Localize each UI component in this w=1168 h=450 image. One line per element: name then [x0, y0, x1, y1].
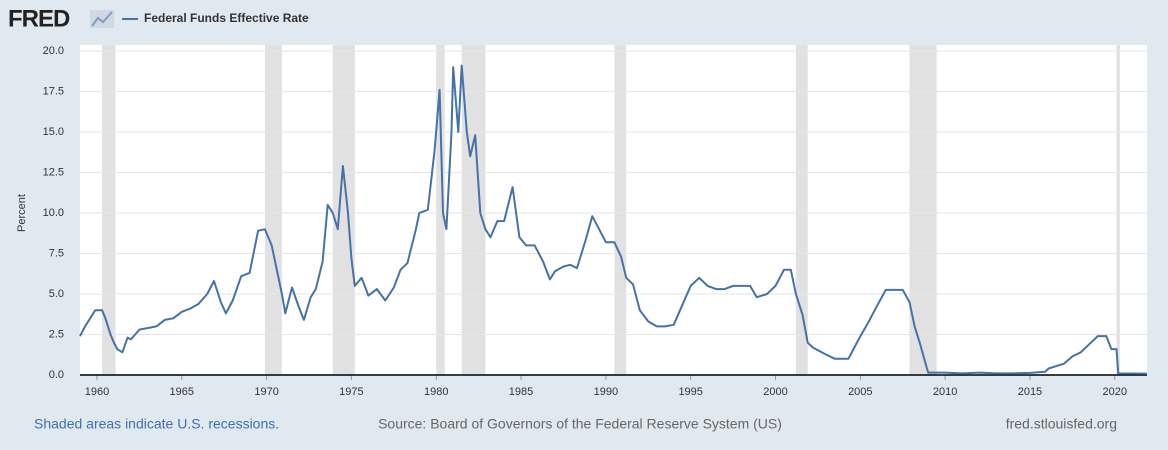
recession-band	[614, 45, 627, 375]
x-tick-label: 2010	[933, 386, 957, 398]
plot-area	[80, 45, 1147, 375]
recession-band	[461, 45, 486, 375]
legend-label: Federal Funds Effective Rate	[144, 11, 309, 25]
x-tick-label: 1990	[594, 386, 618, 398]
recession-band	[102, 45, 116, 375]
recession-band	[436, 45, 445, 375]
credit: fred.stlouisfed.org	[1006, 416, 1117, 432]
recession-band	[1116, 45, 1120, 375]
series-line	[79, 64, 1148, 375]
y-tick-label: 0.0	[49, 369, 64, 381]
x-tick-label: 1985	[509, 386, 533, 398]
recession-band	[332, 45, 355, 375]
logo: FRED	[8, 5, 70, 32]
x-tick-label: 1975	[339, 386, 363, 398]
y-tick-label: 10.0	[43, 207, 64, 219]
y-tick-label: 17.5	[43, 85, 64, 97]
logo-icon	[90, 10, 114, 28]
x-tick-label: 1970	[254, 386, 278, 398]
source: Source: Board of Governors of the Federa…	[378, 416, 782, 432]
recession-note: Shaded areas indicate U.S. recessions.	[34, 416, 279, 432]
y-tick-label: 7.5	[49, 247, 64, 259]
y-tick-label: 2.5	[49, 328, 64, 340]
y-tick-label: 20.0	[43, 45, 64, 57]
x-tick-label: 2000	[763, 386, 787, 398]
recession-band	[264, 45, 282, 375]
y-tick-label: 12.5	[43, 166, 64, 178]
y-tick-label: 15.0	[43, 126, 64, 138]
x-tick-label: 1980	[424, 386, 448, 398]
x-tick-label: 1995	[678, 386, 702, 398]
y-tick-label: 5.0	[49, 288, 64, 300]
x-tick-label: 2005	[848, 386, 872, 398]
x-tick-label: 1965	[170, 386, 194, 398]
x-tick-label: 2020	[1103, 386, 1127, 398]
recession-band	[795, 45, 808, 375]
x-tick-label: 2015	[1018, 386, 1042, 398]
y-axis-label: Percent	[16, 194, 28, 232]
x-tick-label: 1960	[85, 386, 109, 398]
